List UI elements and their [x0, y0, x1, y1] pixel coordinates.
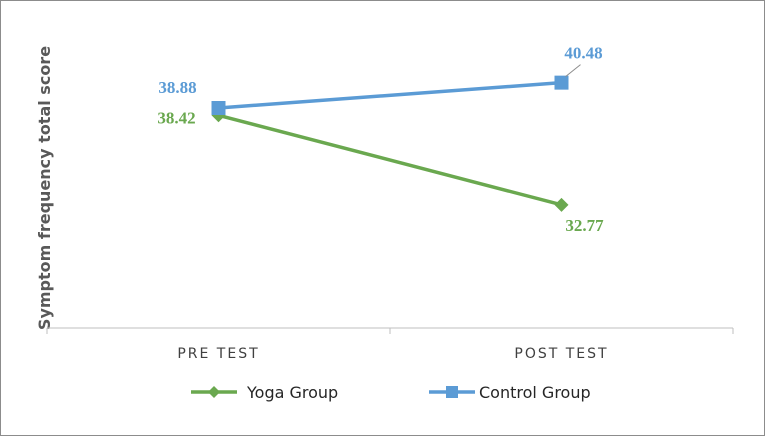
yoga-group-marker: [554, 197, 569, 212]
data-label-leader-line: [565, 64, 581, 78]
x-tick-label: POST TEST: [514, 346, 608, 362]
legend-label: Control Group: [479, 383, 591, 402]
yoga-group-data-label: 32.77: [565, 216, 604, 235]
legend-square-marker: [446, 386, 458, 398]
legend-item-yoga-group: Yoga Group: [191, 383, 338, 402]
yoga-group-data-label: 38.42: [157, 108, 195, 127]
control-group-line: [218, 80, 562, 110]
legend-item-control-group: Control Group: [429, 383, 591, 402]
y-axis-label: Symptom frequency total score: [35, 46, 54, 330]
legend-diamond-marker: [208, 386, 220, 398]
control-group-data-label: 40.48: [564, 44, 602, 63]
legend-label: Yoga Group: [246, 383, 338, 402]
control-group-marker: [211, 101, 226, 116]
yoga-group-line: [218, 113, 562, 207]
control-group-marker: [554, 75, 569, 90]
x-tick-label: PRE TEST: [177, 346, 259, 362]
control-group-data-label: 38.88: [158, 78, 196, 97]
